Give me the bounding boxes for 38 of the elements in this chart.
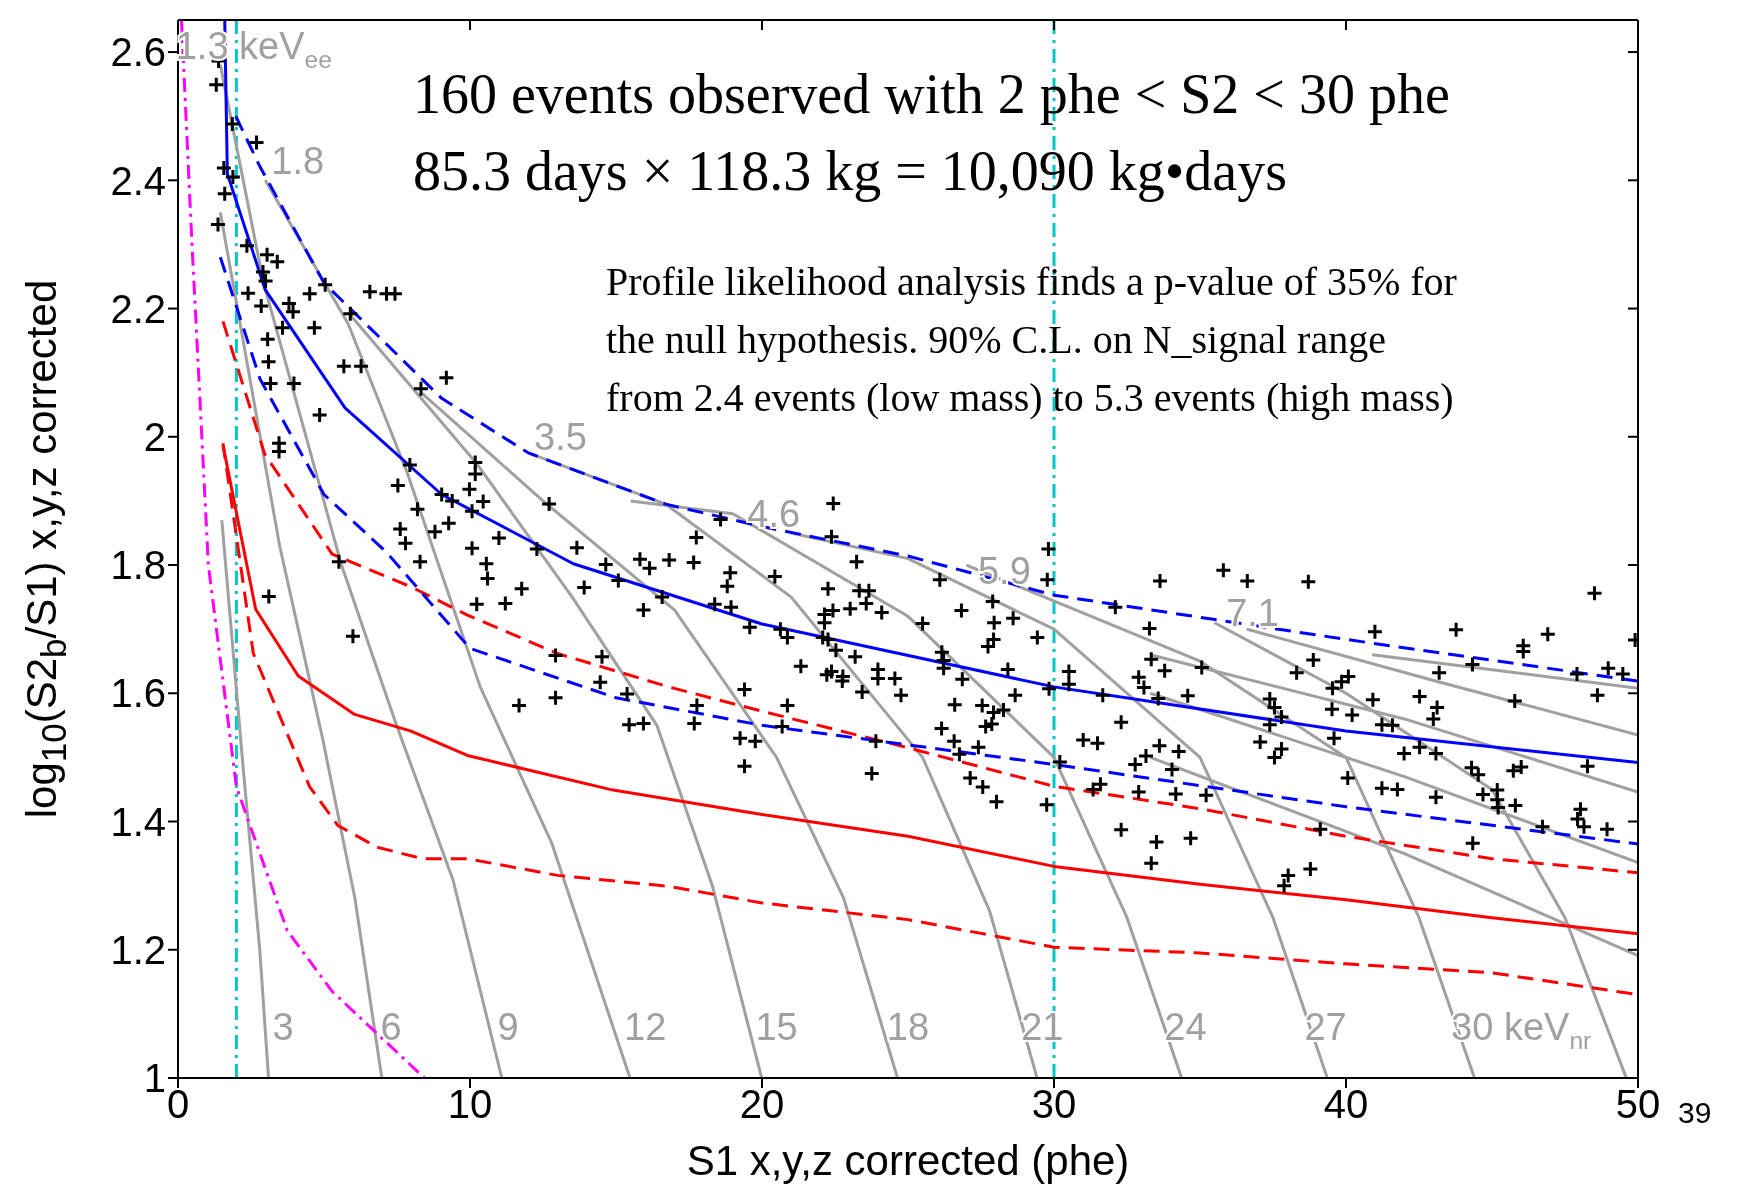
text: 39 bbox=[1678, 1096, 1712, 1129]
annotation: 7.1 bbox=[1226, 592, 1279, 635]
y-tick-label: 1.4 bbox=[110, 799, 166, 844]
line-series bbox=[221, 319, 1638, 875]
y-tick-label: 1.2 bbox=[110, 927, 166, 972]
x-tick-label: 0 bbox=[166, 1082, 190, 1127]
y-tick-label: 2.6 bbox=[110, 30, 166, 75]
y-tick-label: 2.2 bbox=[110, 286, 166, 331]
annotation: 21 bbox=[1021, 1005, 1064, 1048]
x-tick-label: 10 bbox=[447, 1082, 493, 1127]
line-series bbox=[218, 210, 384, 1078]
x-tick-label: 30 bbox=[1031, 1082, 1077, 1127]
annotation: the null hypothesis. 90% C.L. on N_signal range bbox=[606, 317, 1386, 362]
y-tick-label: 1.6 bbox=[110, 671, 166, 716]
annotation: 18 bbox=[886, 1005, 930, 1048]
annotation: 3.5 bbox=[534, 415, 587, 458]
annotation: 6 bbox=[380, 1005, 402, 1048]
text: 85.3 days × 118.3 kg = 10,090 kg•days bbox=[413, 140, 1287, 202]
line-series bbox=[220, 518, 271, 1078]
x-tick-label: 40 bbox=[1323, 1082, 1369, 1127]
annotation: Profile likelihood analysis finds a p-value of 35% for bbox=[606, 259, 1457, 304]
y-tick-label: 2.4 bbox=[110, 158, 166, 203]
annotation: 1.8 bbox=[271, 140, 325, 183]
x-tick-label: 50 bbox=[1615, 1082, 1661, 1127]
annotation: 24 bbox=[1164, 1005, 1207, 1048]
y-tick-label: 1 bbox=[143, 1056, 166, 1101]
annotation: 12 bbox=[624, 1005, 667, 1048]
annotation: from 2.4 events (low mass) to 5.3 events (high mass) bbox=[606, 375, 1454, 420]
annotation: 3 bbox=[272, 1005, 294, 1048]
annotation: 15 bbox=[755, 1005, 798, 1048]
x-tick-label: 20 bbox=[739, 1082, 785, 1127]
y-tick-label: 1.8 bbox=[110, 543, 166, 588]
annotation: 9 bbox=[497, 1005, 519, 1048]
x-axis-title: S1 x,y,z corrected (phe) bbox=[685, 1137, 1131, 1184]
line-series bbox=[218, 255, 1638, 846]
y-tick-label: 2 bbox=[143, 414, 166, 459]
annotation: 4.6 bbox=[747, 492, 801, 535]
text: 160 events observed with 2 phe < S2 < 30 phe bbox=[413, 63, 1450, 125]
